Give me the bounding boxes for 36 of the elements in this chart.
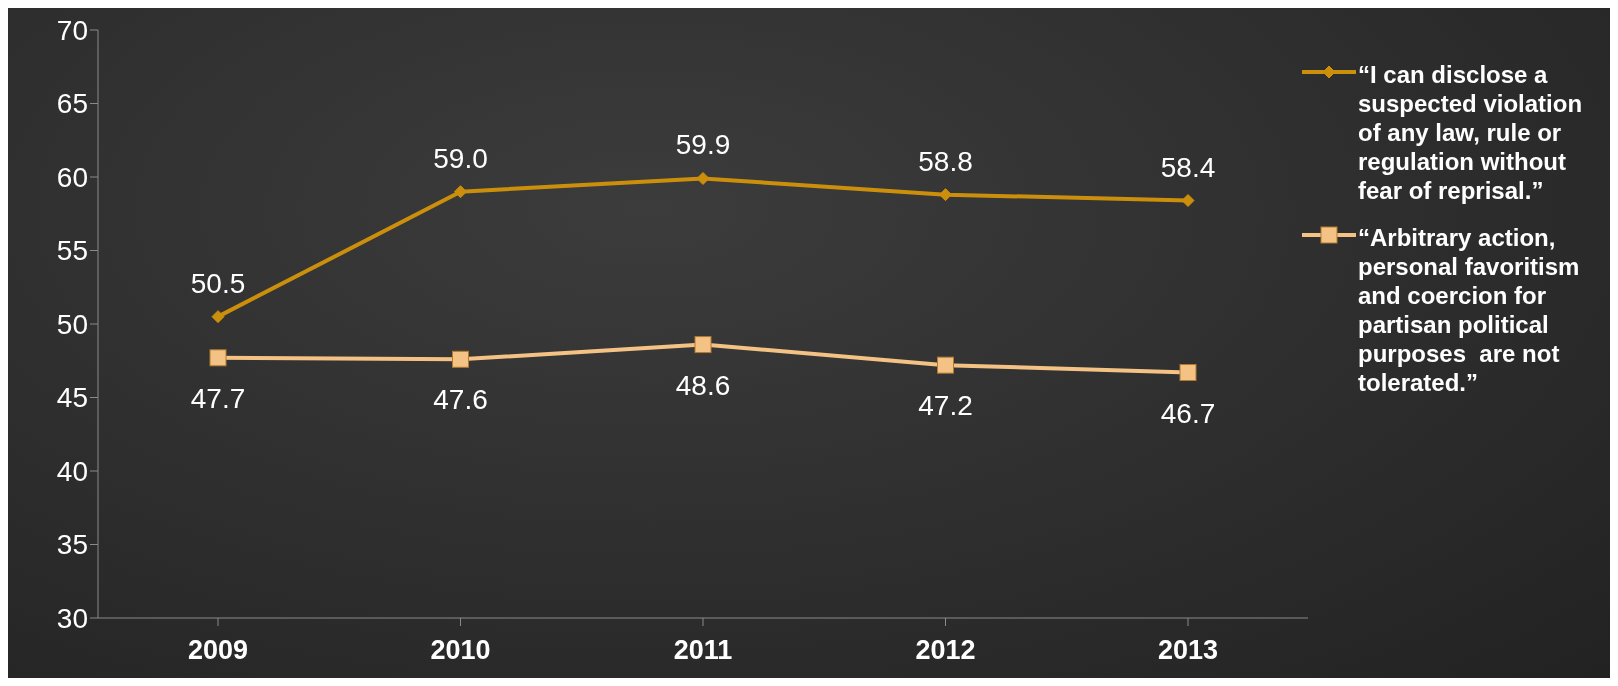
point — [1179, 364, 1197, 382]
point — [939, 188, 952, 202]
point — [1181, 194, 1195, 208]
x-tick-label: 2011 — [673, 635, 733, 666]
point — [452, 350, 469, 368]
data-label: 58.4 — [1160, 151, 1216, 183]
point — [211, 310, 225, 324]
y-tick-label: 30 — [56, 602, 88, 634]
data-label: 47.7 — [190, 382, 246, 414]
point — [209, 349, 227, 367]
y-tick-label: 35 — [56, 529, 88, 561]
y-tick-label: 60 — [56, 161, 88, 193]
data-label: 48.6 — [675, 369, 731, 401]
y-tick-label: 50 — [56, 308, 88, 340]
point — [937, 356, 954, 374]
data-label: 47.6 — [433, 384, 488, 416]
point — [696, 171, 710, 185]
data-label: 46.7 — [1160, 397, 1216, 429]
data-label: 47.2 — [918, 390, 973, 422]
x-tick-label: 2010 — [430, 635, 491, 666]
x-tick-label: 2009 — [187, 635, 249, 666]
point — [454, 185, 467, 199]
legend-label: “I can disclose a suspected violation of any law, rule or regulation without fear of reprisal.” — [1358, 60, 1584, 205]
point — [694, 336, 712, 354]
data-label: 58.8 — [918, 145, 973, 177]
y-tick-label: 65 — [56, 88, 88, 120]
data-label: 59.0 — [433, 142, 488, 174]
data-label: 50.5 — [190, 267, 246, 299]
y-tick-label: 45 — [56, 382, 88, 414]
x-tick-label: 2012 — [915, 635, 976, 666]
y-tick-label: 70 — [56, 14, 88, 46]
y-tick-label: 40 — [56, 455, 88, 487]
legend-label: “Arbitrary action, personal favoritism and coercion for partisan political purposes are not tolerated.” — [1358, 223, 1581, 397]
data-label: 59.9 — [675, 129, 731, 161]
x-tick-label: 2013 — [1157, 635, 1219, 666]
y-tick-label: 55 — [56, 235, 88, 267]
